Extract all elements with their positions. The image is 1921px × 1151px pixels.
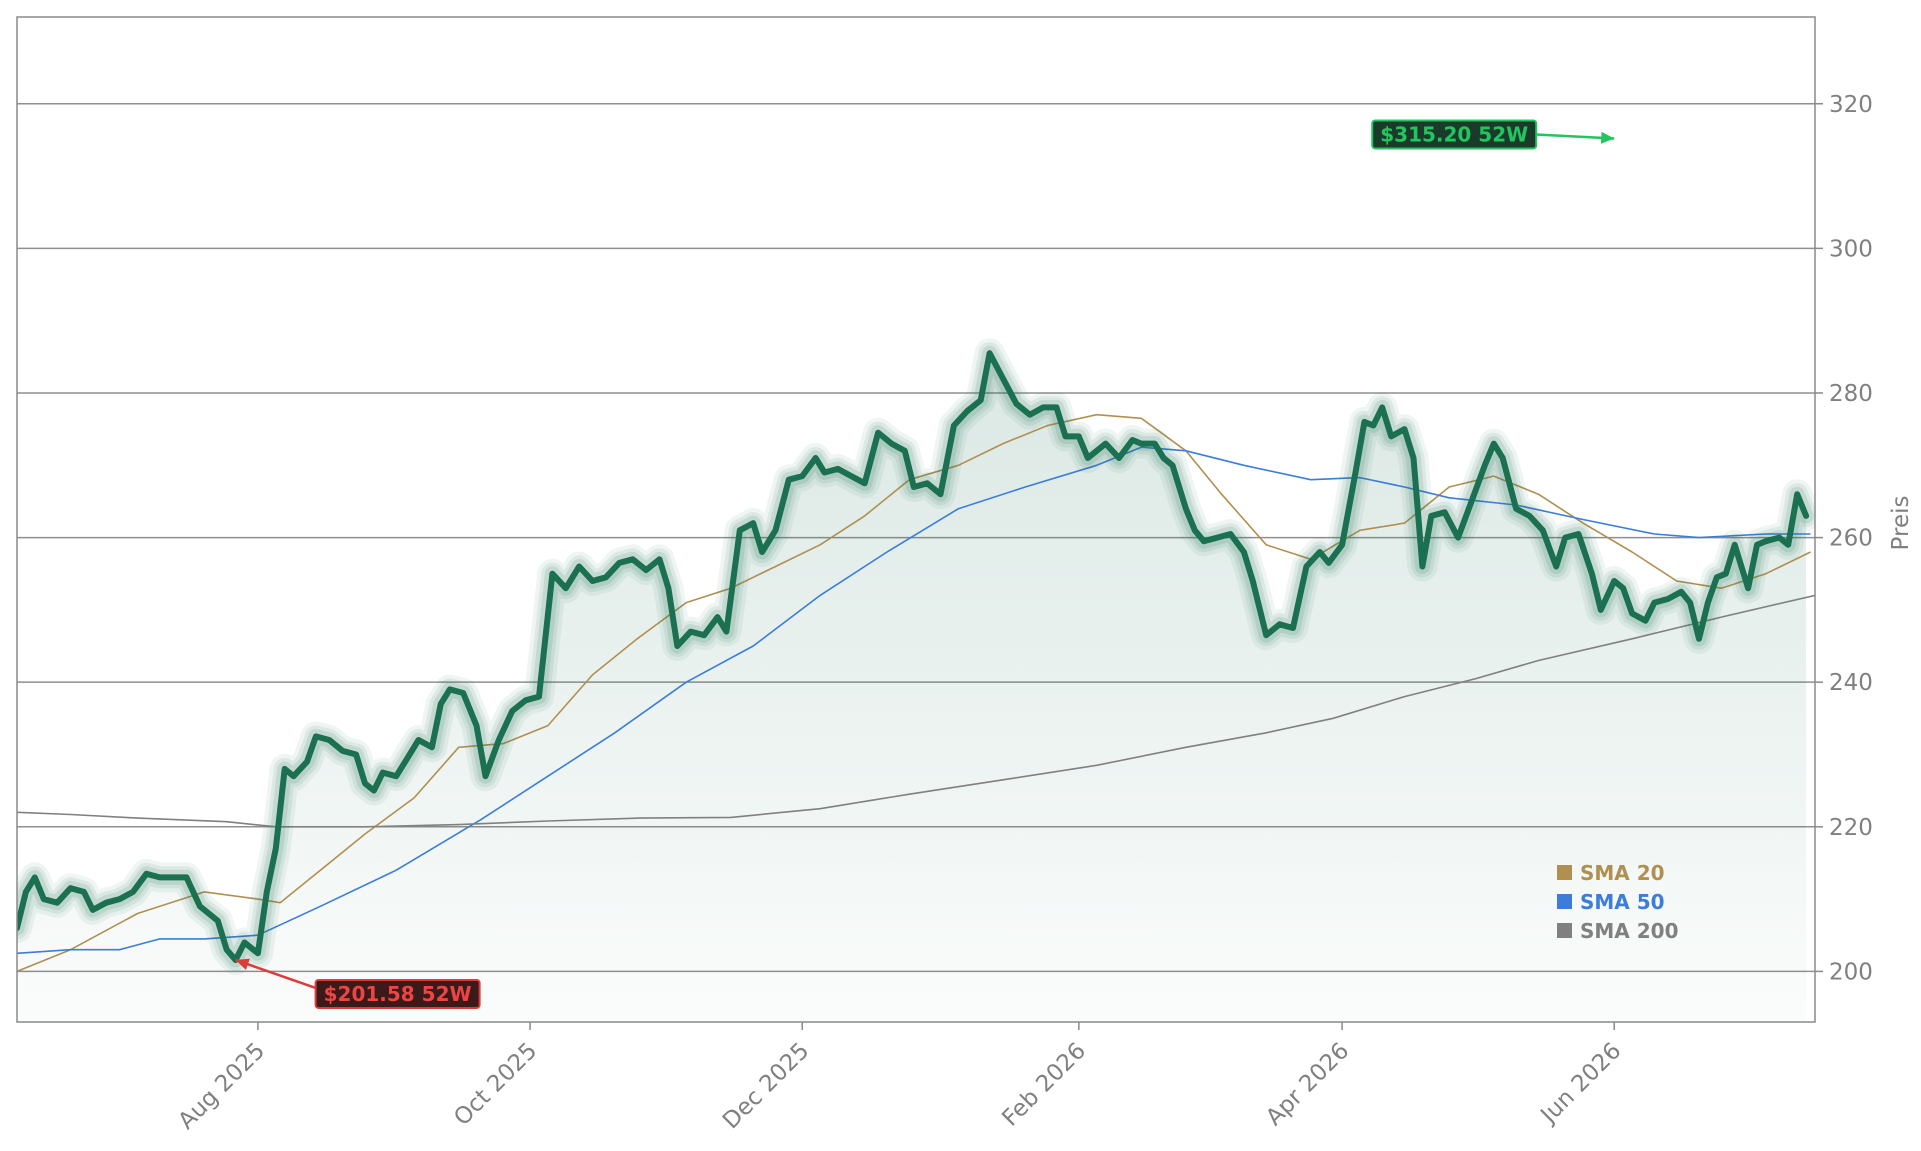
legend-label: SMA 20 [1580, 861, 1665, 885]
annotation-box [314, 978, 481, 1009]
x-tick-label: Oct 2025 [449, 1038, 542, 1131]
legend-swatch [1557, 865, 1572, 880]
x-tick-label: Aug 2025 [173, 1038, 270, 1135]
y-tick-label-280: 280 [1829, 381, 1873, 407]
legend: SMA 20 SMA 50 SMA 200 [1557, 861, 1679, 943]
x-tick-label: Feb 2026 [997, 1038, 1091, 1132]
annotation-arrowhead [1600, 131, 1615, 144]
y-axis-label: Preis [1888, 496, 1914, 551]
price-area-fill [17, 353, 1807, 1022]
x-tick-label: Apr 2026 [1261, 1038, 1354, 1131]
legend-swatch [1557, 923, 1572, 938]
y-tick-label-240: 240 [1829, 670, 1873, 696]
annotations: $315.20 52W $201.58 52W [235, 119, 1615, 1009]
y-tick-label-260: 260 [1829, 526, 1873, 552]
price-line [17, 350, 1810, 963]
annotation-low: $201.58 52W [235, 958, 481, 1009]
x-tick-label: Jun 2026 [1535, 1038, 1627, 1130]
sma-line-sma-200 [17, 594, 1815, 828]
y-axis: 200 220 240 260 280 300 320 [1815, 92, 1873, 985]
annotation-box [1371, 119, 1538, 150]
annotation-arrow [1536, 133, 1615, 140]
y-tick-label-320: 320 [1829, 92, 1873, 118]
sma-line-sma-20 [17, 413, 1811, 973]
annotation-arrow [235, 958, 317, 990]
y-tick-label-300: 300 [1829, 236, 1873, 262]
x-axis: Aug 2025 Oct 2025 Dec 2025 Feb 2026 Apr 2026… [173, 1022, 1626, 1135]
plot-frame [16, 16, 1816, 1023]
x-tick-label: Dec 2025 [718, 1038, 814, 1134]
y-tick-label-200: 200 [1829, 959, 1873, 985]
legend-swatch [1557, 894, 1572, 909]
legend-label: SMA 200 [1580, 919, 1679, 943]
annotation-label: $201.58 52W [324, 982, 472, 1006]
annotation-high: $315.20 52W [1371, 119, 1615, 150]
legend-label: SMA 50 [1580, 890, 1665, 914]
annotation-label: $315.20 52W [1380, 122, 1528, 146]
annotation-arrowhead [235, 958, 250, 970]
y-tick-label-220: 220 [1829, 815, 1873, 841]
